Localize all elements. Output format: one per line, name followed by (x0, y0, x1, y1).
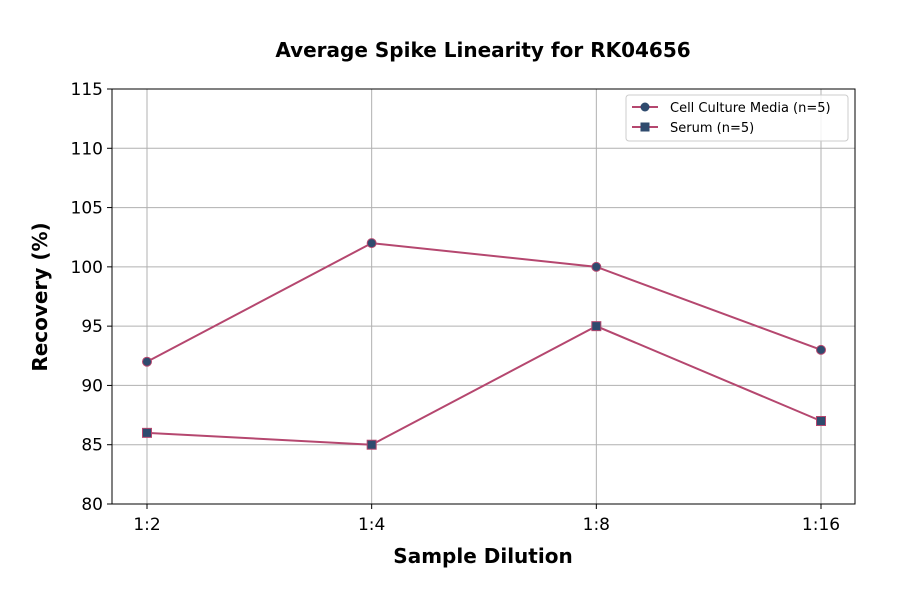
data-point (816, 344, 826, 355)
x-tick-label: 1:2 (133, 515, 160, 535)
x-axis-label: Sample Dilution (393, 544, 572, 568)
x-tick-label: 1:16 (802, 515, 840, 535)
y-tick-label: 90 (81, 376, 103, 396)
legend-box (625, 94, 849, 142)
legend: Cell Culture Media (n=5) Serum (n=5) (625, 94, 849, 142)
legend-label: Serum (n=5) (670, 121, 754, 136)
y-tick-label: 85 (81, 436, 103, 456)
data-point (142, 356, 152, 367)
data-point (366, 439, 377, 450)
plot-frame (111, 88, 856, 505)
data-point (591, 321, 602, 332)
y-tick-label: 80 (81, 495, 103, 515)
series-line-1 (146, 325, 822, 446)
data-point (142, 427, 152, 438)
chart-title: Average Spike Linearity for RK04656 (275, 38, 690, 62)
y-tick-label: 115 (71, 80, 103, 100)
legend-square-marker (640, 122, 650, 132)
legend-label: Cell Culture Media (n=5) (670, 101, 831, 116)
series-line-0 (146, 242, 822, 363)
y-tick-label: 105 (71, 199, 103, 219)
data-point (816, 416, 826, 426)
data-point (591, 261, 602, 272)
legend-circle-marker (640, 102, 650, 112)
y-tick-label: 95 (81, 317, 103, 337)
data-point (366, 238, 377, 249)
y-tick-label: 110 (71, 139, 103, 159)
y-tick-label: 100 (71, 258, 103, 278)
x-tick-label: 1:8 (583, 515, 610, 535)
y-axis-label: Recovery (%) (28, 222, 52, 371)
x-tick-label: 1:4 (358, 515, 385, 535)
